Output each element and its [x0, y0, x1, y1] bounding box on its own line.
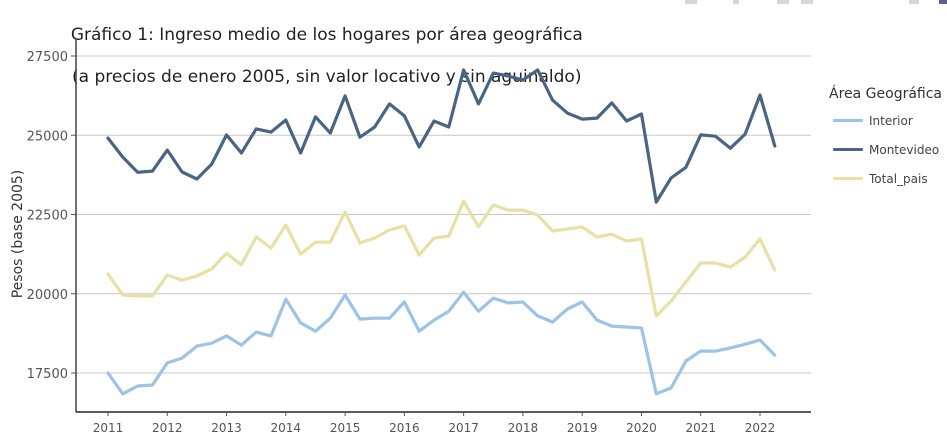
gridlines [76, 55, 811, 374]
chart-subtitle: (a precios de enero 2005, sin valor loca… [72, 67, 582, 87]
x-tick-label: 2016 [389, 421, 420, 435]
series-lines [106, 68, 777, 396]
toolbar-button[interactable] [909, 0, 919, 4]
chart-title: Gráfico 1: Ingreso medio de los hogares … [60, 4, 583, 109]
legend-item-montevideo[interactable]: Montevideo [829, 135, 942, 164]
toolbar-button[interactable] [777, 0, 789, 4]
x-tick-label: 2015 [330, 421, 361, 435]
legend-swatch [833, 119, 863, 122]
x-tick-label: 2022 [745, 421, 776, 435]
y-tick-label: 20000 [27, 288, 68, 303]
x-tick-label: 2020 [626, 421, 657, 435]
x-tick-label: 2018 [508, 421, 539, 435]
x-tick-label: 2021 [685, 421, 716, 435]
legend-item-total-pais[interactable]: Total_pais [829, 164, 942, 193]
legend-label: Interior [869, 113, 913, 128]
x-tick-label: 2012 [152, 421, 183, 435]
series-line-interior[interactable] [106, 290, 777, 396]
x-tick-label: 2019 [567, 421, 598, 435]
x-tick-label: 2017 [448, 421, 479, 435]
x-tick-label: 2013 [211, 421, 242, 435]
legend: Área Geográfica Interior Montevideo Total_… [829, 86, 942, 193]
series-line-montevideo[interactable] [106, 68, 777, 204]
y-tick-label: 17500 [27, 367, 68, 382]
legend-swatch [833, 177, 863, 180]
toolbar-button[interactable] [939, 0, 947, 4]
toolbar-button[interactable] [801, 0, 813, 4]
y-axis-label: Pesos (base 2005) [10, 170, 26, 299]
legend-title: Área Geográfica [829, 86, 943, 102]
y-tick-label: 27500 [27, 50, 68, 65]
series-line-total-pais[interactable] [106, 199, 777, 318]
y-tick-label: 25000 [27, 129, 68, 144]
toolbar-button[interactable] [685, 0, 697, 4]
x-tick-label: 2011 [93, 421, 124, 435]
x-tick-label: 2014 [271, 421, 302, 435]
chart-title-line: Gráfico 1: Ingreso medio de los hogares … [70, 25, 583, 45]
legend-item-interior[interactable]: Interior [829, 106, 942, 135]
x-axis: 2011 2012 2013 2014 2015 2016 2017 2018 2019 2020… [76, 411, 811, 435]
y-axis: 17500 20000 22500 25000 27500 [27, 40, 77, 412]
legend-label: Montevideo [869, 142, 940, 157]
legend-swatch [833, 148, 863, 151]
plot-toolbar [677, 0, 947, 8]
y-tick-label: 22500 [27, 209, 68, 224]
toolbar-button[interactable] [733, 0, 739, 4]
legend-label: Total_pais [869, 171, 928, 186]
